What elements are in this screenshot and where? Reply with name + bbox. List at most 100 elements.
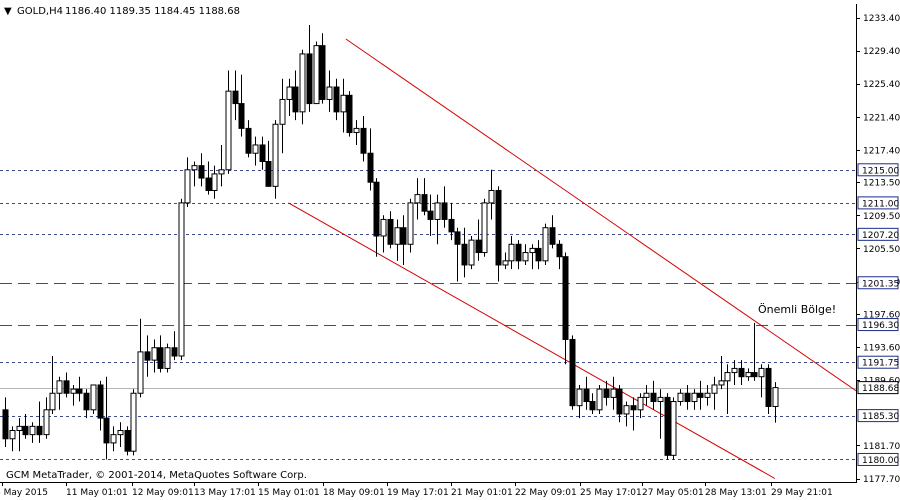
candle <box>360 115 367 162</box>
candle-body-bull <box>691 392 698 403</box>
candle <box>495 186 502 282</box>
y-tick-label: 1197.60 <box>863 310 900 320</box>
candle-body-bull <box>623 405 630 415</box>
candle-body-bull <box>16 425 23 431</box>
candle <box>387 211 394 249</box>
candle-body-bull <box>9 429 16 440</box>
candle-body-bear <box>171 347 178 357</box>
candle <box>272 120 279 199</box>
candle-body-bear <box>83 392 90 411</box>
candle-body-bear <box>124 429 131 452</box>
candle-body-bear <box>475 239 482 254</box>
candle <box>56 376 63 410</box>
candle <box>718 356 725 390</box>
candle-body-bull <box>772 387 779 407</box>
candle-body-bear <box>583 388 590 403</box>
candle-body-bear <box>265 161 272 187</box>
candle <box>441 186 448 228</box>
candle-body-bear <box>697 392 704 398</box>
ohlc-readout: 1186.40 1189.35 1184.45 1188.68 <box>65 6 240 17</box>
candle-body-bear <box>495 189 502 266</box>
candle <box>623 401 630 427</box>
candle-body-bear <box>36 425 43 436</box>
candle <box>549 215 556 249</box>
symbol-label: GOLD,H4 <box>17 6 63 17</box>
candle-body-bear <box>765 367 772 407</box>
candle <box>508 235 515 270</box>
candle-body-bull <box>110 434 117 444</box>
candle-body-bull <box>117 429 124 436</box>
candle <box>36 401 43 443</box>
candle-body-bear <box>664 396 671 456</box>
trend-channel <box>288 38 857 479</box>
candle <box>454 227 461 282</box>
candle-body-bull <box>340 94 347 113</box>
candle-body-bear <box>144 351 151 361</box>
x-tick-label: 12 May 09:01 <box>132 488 194 498</box>
level-tag-text: 1211.00 <box>862 199 899 209</box>
candle-body-bull <box>542 227 549 262</box>
candle-body-bull <box>481 202 488 254</box>
candle-body-bear <box>427 210 434 220</box>
candle-body-bull <box>56 380 63 394</box>
candle-body-bear <box>535 247 542 262</box>
candle <box>427 194 434 236</box>
candle-body-bull <box>211 173 218 191</box>
candle-body-bear <box>589 401 596 411</box>
level-tag-box <box>857 276 899 290</box>
candle <box>245 120 252 158</box>
candle-body-bear <box>306 53 313 105</box>
candle <box>218 144 225 187</box>
candle-body-bear <box>232 90 239 105</box>
level-tag-text: 1207.20 <box>862 231 899 241</box>
candle-body-bear <box>198 165 205 179</box>
candle <box>299 49 306 125</box>
candle-body-bear <box>97 384 104 419</box>
x-tick-label: 22 May 09:01 <box>515 488 577 498</box>
y-tick-label: 1205.50 <box>863 245 900 255</box>
channel-upper-line <box>345 38 857 392</box>
candle-body-bull <box>313 45 320 105</box>
level-tag-box <box>857 318 899 332</box>
candle <box>515 240 522 270</box>
x-tick-label: 18 May 09:01 <box>323 488 385 498</box>
candle-body-bear <box>346 94 353 134</box>
candle-body-bull <box>380 218 387 237</box>
x-tick-label: 29 May 21:01 <box>771 488 833 498</box>
candle-body-bear <box>63 380 70 394</box>
candle <box>603 380 610 406</box>
candle <box>643 384 650 406</box>
candle <box>670 397 677 460</box>
candle <box>576 384 583 419</box>
x-tick-label: 25 May 17:01 <box>580 488 642 498</box>
y-tick-label: 1213.50 <box>863 179 900 189</box>
candle <box>16 418 23 452</box>
candle-body-bear <box>448 218 455 233</box>
candle <box>110 426 117 452</box>
candle <box>704 384 711 406</box>
candle <box>238 74 245 137</box>
candle <box>157 335 164 373</box>
current-price-tag-text: 1188.68 <box>862 384 899 394</box>
dropdown-arrow-icon[interactable]: ▼ <box>4 6 12 17</box>
candle-body-bear <box>76 388 83 394</box>
candle-body-bull <box>718 380 725 386</box>
candle <box>657 389 664 439</box>
candle-body-bull <box>522 252 529 262</box>
candle <box>481 198 488 257</box>
candle-body-bear <box>650 392 657 403</box>
candle <box>630 397 637 431</box>
candle <box>502 252 509 270</box>
candle-body-bear <box>245 127 252 154</box>
candle-body-bull <box>279 98 286 125</box>
channel-lower-line <box>288 202 776 479</box>
candle-body-bear <box>319 45 326 100</box>
level-tag-box <box>857 163 899 177</box>
candle <box>380 215 387 253</box>
level-tag-text: 1215.00 <box>862 166 899 176</box>
candle-body-bull <box>286 86 293 100</box>
candle-body-bull <box>394 227 401 245</box>
candle <box>677 389 684 406</box>
y-tick-label: 1177.70 <box>863 475 900 485</box>
